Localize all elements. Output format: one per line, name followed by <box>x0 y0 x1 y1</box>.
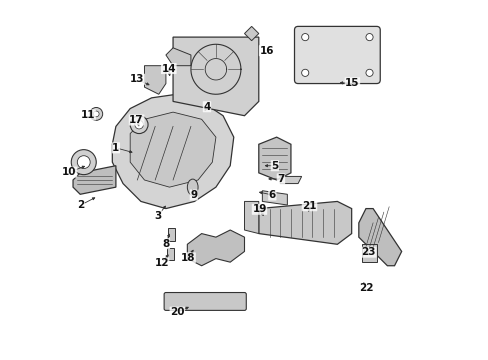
Text: 16: 16 <box>259 46 273 56</box>
Text: 20: 20 <box>170 307 184 317</box>
Text: 9: 9 <box>190 190 197 200</box>
Text: 12: 12 <box>154 258 168 268</box>
Text: 14: 14 <box>161 64 176 73</box>
Polygon shape <box>258 202 351 244</box>
Text: 4: 4 <box>203 102 210 112</box>
Circle shape <box>301 69 308 76</box>
Circle shape <box>301 33 308 41</box>
Circle shape <box>365 33 372 41</box>
Circle shape <box>365 69 372 76</box>
Polygon shape <box>166 248 173 260</box>
Polygon shape <box>262 191 287 205</box>
Text: 8: 8 <box>162 239 169 249</box>
Polygon shape <box>165 48 190 66</box>
Polygon shape <box>244 202 258 234</box>
Circle shape <box>93 111 99 117</box>
Polygon shape <box>358 208 401 266</box>
Polygon shape <box>173 37 258 116</box>
Text: 17: 17 <box>129 115 143 125</box>
Polygon shape <box>280 176 301 184</box>
Text: 19: 19 <box>252 204 266 214</box>
Text: 2: 2 <box>77 200 84 210</box>
Polygon shape <box>144 66 165 94</box>
Polygon shape <box>73 166 116 194</box>
Text: 6: 6 <box>268 190 275 200</box>
Polygon shape <box>167 228 175 241</box>
Ellipse shape <box>187 179 198 195</box>
Text: 18: 18 <box>181 253 195 263</box>
FancyBboxPatch shape <box>164 293 246 310</box>
Polygon shape <box>187 230 244 266</box>
Polygon shape <box>258 137 290 180</box>
Polygon shape <box>112 94 233 208</box>
Circle shape <box>71 150 96 175</box>
Text: 10: 10 <box>62 167 77 177</box>
FancyBboxPatch shape <box>294 26 380 84</box>
Polygon shape <box>244 26 258 41</box>
Circle shape <box>77 156 90 168</box>
Polygon shape <box>362 244 376 262</box>
Text: 22: 22 <box>359 283 373 293</box>
Text: 21: 21 <box>302 201 316 211</box>
Text: 13: 13 <box>130 74 144 84</box>
Text: 23: 23 <box>361 247 375 257</box>
Text: 7: 7 <box>277 174 284 184</box>
Text: 1: 1 <box>112 143 119 153</box>
Text: 11: 11 <box>81 110 95 120</box>
Text: 3: 3 <box>154 211 162 221</box>
Polygon shape <box>130 112 216 187</box>
Circle shape <box>90 108 102 120</box>
Circle shape <box>135 120 143 129</box>
Circle shape <box>130 116 148 134</box>
Text: 15: 15 <box>345 78 359 88</box>
Text: 5: 5 <box>271 161 278 171</box>
